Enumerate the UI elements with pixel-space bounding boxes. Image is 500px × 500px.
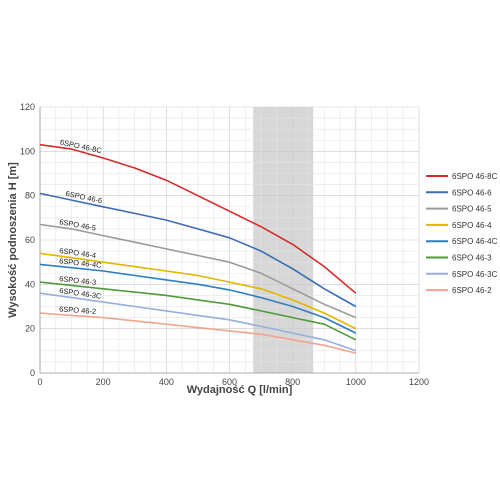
x-tick-label: 200: [96, 377, 111, 387]
x-tick-label: 400: [159, 377, 174, 387]
x-tick-label: 1200: [409, 377, 429, 387]
legend-entry: 6SPO 46-6: [452, 188, 492, 197]
series-line: [39, 192, 357, 308]
x-tick-label: 600: [222, 377, 237, 387]
y-tick-label: 0: [30, 368, 35, 378]
legend-entry: 6SPO 46-3: [452, 254, 492, 263]
legend-entry: 6SPO 46-4C: [452, 237, 498, 246]
y-tick-label: 80: [25, 191, 35, 201]
series-lines: [39, 143, 357, 354]
curve-label: 6SPO 46-4C: [59, 256, 103, 269]
y-tick-label: 120: [20, 102, 35, 112]
legend-entry: 6SPO 46-4: [452, 221, 492, 230]
legend-entry: 6SPO 46-3C: [452, 270, 498, 279]
y-tick-label: 40: [25, 279, 35, 289]
series-line: [39, 252, 357, 330]
series-line: [39, 312, 356, 354]
x-tick-label: 0: [37, 377, 42, 387]
legend-entry: 6SPO 46-8C: [452, 172, 498, 181]
x-tick-label: 800: [285, 377, 300, 387]
axes: 0 200 400 600 800 1000 1200 0 20 40 60 80 100 120: [20, 102, 429, 387]
x-tick-label: 1000: [346, 377, 366, 387]
y-tick-label: 60: [25, 235, 35, 245]
series-line: [39, 143, 357, 294]
curve-label: 6SPO 46-2: [59, 304, 97, 316]
legend-entry: 6SPO 46-2: [452, 286, 492, 295]
legend-entry: 6SPO 46-5: [452, 205, 492, 214]
x-axis-title: Wydajność Q [l/min]: [187, 384, 293, 396]
curve-label: 6SPO 46-3: [59, 274, 97, 287]
series-line: [39, 223, 357, 319]
y-tick-label: 20: [25, 324, 35, 334]
series-line: [39, 281, 357, 341]
series-line: [39, 263, 357, 334]
legend: 6SPO 46-8C 6SPO 46-6 6SPO 46-5 6SPO 46-4 6SP…: [426, 172, 498, 295]
series-line: [39, 292, 357, 352]
grid: [39, 106, 420, 374]
y-tick-label: 100: [20, 146, 35, 156]
y-axis-title: Wysokość podnoszenia H [m]: [7, 162, 19, 318]
